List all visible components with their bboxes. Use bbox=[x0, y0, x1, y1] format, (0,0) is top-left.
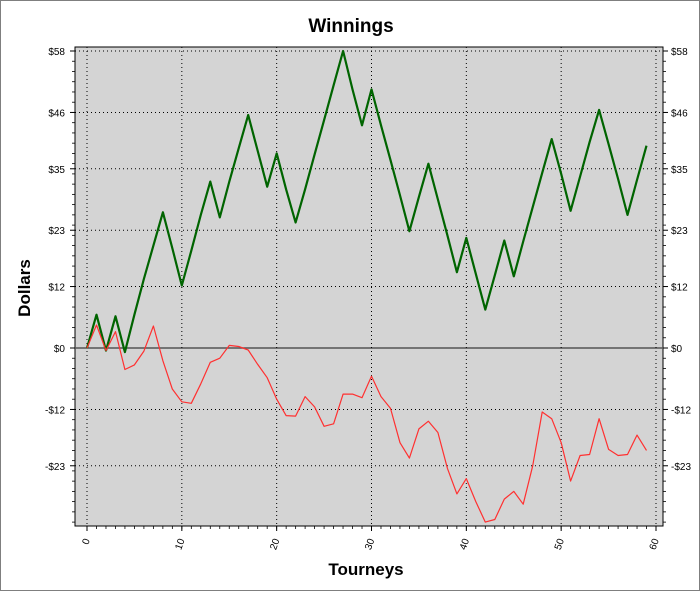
y-tick-label-left: $12 bbox=[48, 283, 65, 294]
y-tick-label-right: $46 bbox=[671, 108, 688, 119]
chart-title: Winnings bbox=[308, 16, 393, 37]
y-tick-label-left: $0 bbox=[54, 344, 66, 355]
y-tick-label-left: -$12 bbox=[45, 405, 65, 416]
x-tick-label: 50 bbox=[553, 537, 567, 552]
y-tick-label-right: -$12 bbox=[671, 405, 691, 416]
y-tick-label-left: $58 bbox=[48, 47, 65, 58]
y-tick-label-left: $35 bbox=[48, 165, 65, 176]
x-tick-label: 20 bbox=[268, 537, 282, 552]
x-tick-label: 10 bbox=[174, 537, 188, 552]
grid-lines bbox=[75, 47, 663, 526]
x-tick-label: 60 bbox=[648, 537, 662, 552]
y-tick-label-right: $23 bbox=[671, 226, 688, 237]
series-line-red bbox=[86, 324, 648, 523]
y-tick-label-left: -$23 bbox=[45, 462, 65, 473]
plot-area bbox=[74, 46, 664, 527]
x-axis-label: Tourneys bbox=[328, 560, 403, 579]
y-axis-label: Dollars bbox=[15, 259, 34, 317]
y-tick-label-left: $23 bbox=[48, 226, 65, 237]
axes bbox=[70, 50, 668, 531]
y-tick-label-right: $12 bbox=[671, 283, 688, 294]
x-tick-label: 30 bbox=[363, 537, 377, 552]
y-tick-label-left: $46 bbox=[48, 108, 65, 119]
y-tick-label-right: $35 bbox=[671, 165, 688, 176]
y-tick-label-right: -$23 bbox=[671, 462, 691, 473]
y-tick-label-right: $58 bbox=[671, 47, 688, 58]
series-layer bbox=[85, 49, 648, 523]
y-tick-label-right: $0 bbox=[671, 344, 683, 355]
tick-labels: $58 $58 $46 $46 $35 $35 $23 $23 $12 $12 $0 $0 -$12 -$… bbox=[45, 47, 691, 551]
x-tick-label: 0 bbox=[81, 537, 93, 546]
x-tick-label: 40 bbox=[458, 537, 472, 552]
series-line-green bbox=[85, 49, 648, 354]
